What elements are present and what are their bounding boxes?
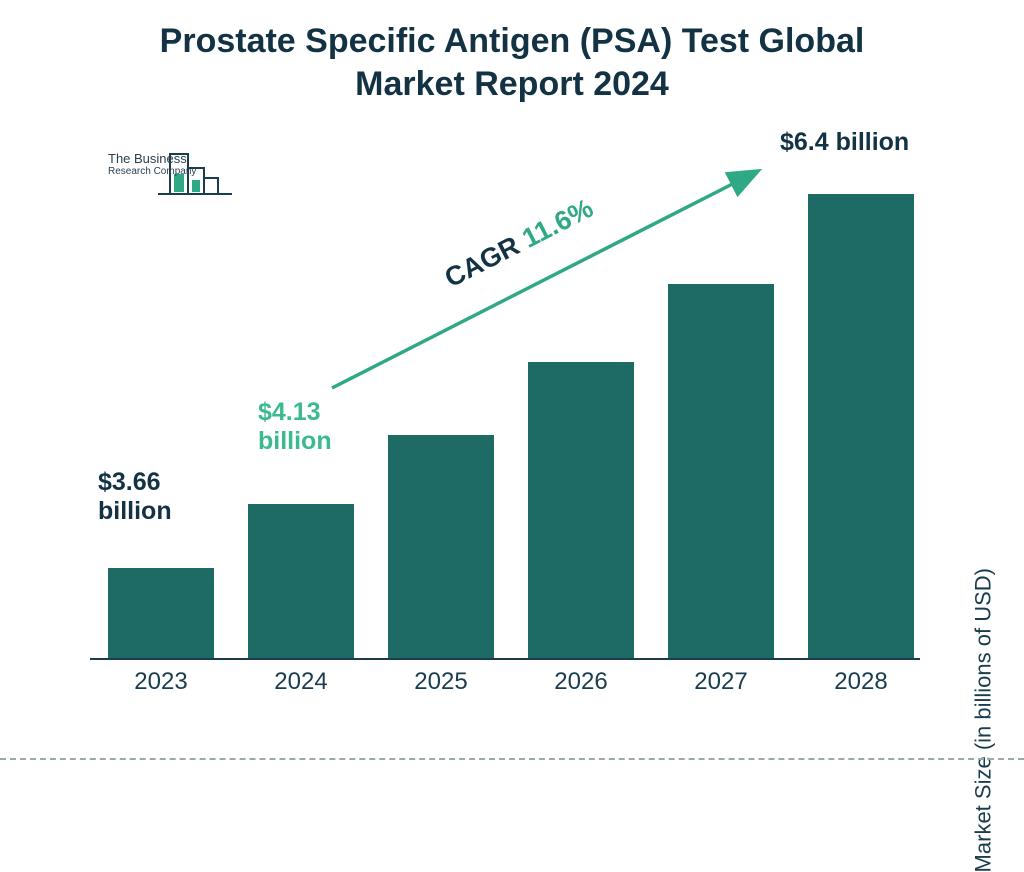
value-label: $3.66billion <box>98 468 172 526</box>
x-axis-line <box>90 658 920 660</box>
footer-divider <box>0 758 1024 760</box>
value-label: $6.4 billion <box>780 128 909 157</box>
x-tick-label: 2023 <box>91 668 231 696</box>
bar <box>668 284 774 658</box>
x-tick-label: 2026 <box>511 668 651 696</box>
x-tick-label: 2028 <box>791 668 931 696</box>
bar <box>808 194 914 658</box>
bar <box>388 435 494 658</box>
bar <box>248 504 354 658</box>
value-label: $4.13billion <box>258 398 332 456</box>
title-line1: Prostate Specific Antigen (PSA) Test Glo… <box>0 20 1024 63</box>
bar <box>108 568 214 658</box>
x-tick-label: 2025 <box>371 668 511 696</box>
title-line2: Market Report 2024 <box>0 63 1024 106</box>
x-tick-label: 2024 <box>231 668 371 696</box>
x-tick-label: 2027 <box>651 668 791 696</box>
bar-chart: 202320242025202620272028 <box>90 140 920 700</box>
y-axis-label: Market Size (in billions of USD) <box>970 568 996 872</box>
bar <box>528 362 634 658</box>
chart-title: Prostate Specific Antigen (PSA) Test Glo… <box>0 20 1024 105</box>
